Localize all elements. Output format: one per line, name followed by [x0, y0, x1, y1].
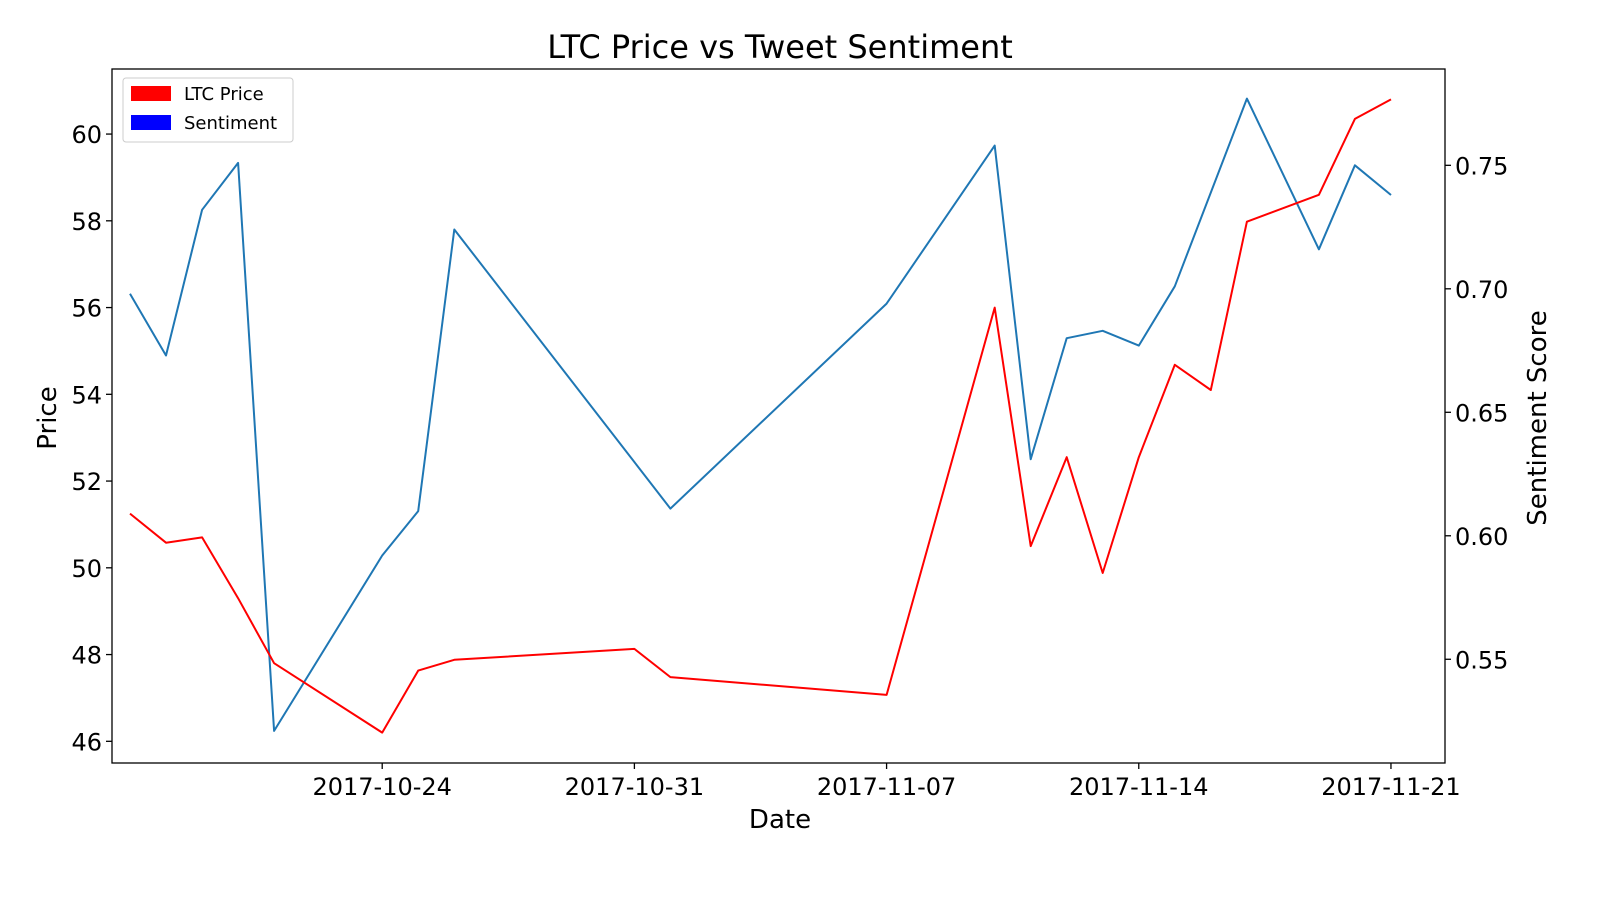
- x-tick-label: 2017-11-14: [1069, 773, 1208, 801]
- y-tick-label: 52: [71, 468, 102, 496]
- y2-tick-label: 0.55: [1455, 646, 1508, 674]
- x-axis-label: Date: [749, 805, 811, 835]
- x-tick-label: 2017-11-21: [1321, 773, 1460, 801]
- x-tick-label: 2017-11-07: [817, 773, 956, 801]
- y-tick-label: 54: [71, 381, 102, 409]
- y2-tick-label: 0.70: [1455, 276, 1508, 304]
- plot-layer: [129, 97, 1392, 734]
- legend-label-sentiment: Sentiment: [184, 113, 277, 134]
- y-tick-label: 50: [71, 555, 102, 583]
- y2-tick-label: 0.65: [1455, 399, 1508, 427]
- series-line-ltc-price: [129, 98, 1392, 734]
- legend-swatch-sentiment: [131, 115, 171, 130]
- x-tick-label: 2017-10-31: [565, 773, 704, 801]
- legend-label-ltc-price: LTC Price: [184, 84, 264, 105]
- y-tick-label: 46: [71, 728, 102, 756]
- series-line-sentiment: [129, 97, 1392, 732]
- legend: LTC Price Sentiment: [122, 77, 294, 143]
- y-axis-label: Price: [33, 386, 63, 449]
- chart-title: LTC Price vs Tweet Sentiment: [547, 28, 1013, 66]
- y2-axis-label: Sentiment Score: [1523, 310, 1553, 525]
- plot-frame: [111, 68, 1446, 764]
- y-tick-label: 60: [71, 121, 102, 149]
- y-tick-label: 48: [71, 642, 102, 670]
- x-tick-label: 2017-10-24: [312, 773, 451, 801]
- axis-layer: 2017-10-24 2017-10-31 2017-11-07 2017-11-14…: [71, 121, 1508, 801]
- y2-tick-label: 0.75: [1455, 152, 1508, 180]
- y-tick-label: 56: [71, 295, 102, 323]
- y2-tick-label: 0.60: [1455, 523, 1508, 551]
- y-tick-label: 58: [71, 208, 102, 236]
- legend-swatch-ltc-price: [131, 86, 171, 101]
